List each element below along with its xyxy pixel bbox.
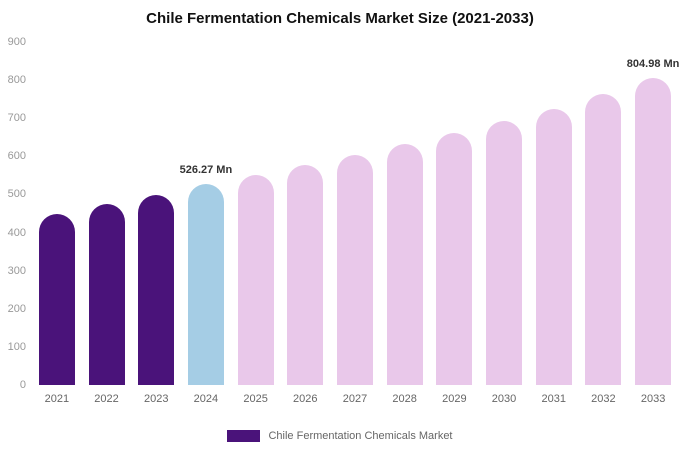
y-tick-label: 100 — [7, 340, 26, 353]
bar-column-2025: 2025 — [231, 42, 281, 405]
bar-column-2021: 2021 — [32, 42, 82, 405]
chart-title: Chile Fermentation Chemicals Market Size… — [146, 10, 534, 27]
legend: Chile Fermentation Chemicals Market — [0, 430, 680, 442]
y-tick-label: 600 — [7, 150, 26, 163]
legend-label: Chile Fermentation Chemicals Market — [268, 430, 453, 442]
bar-column-2028: 2028 — [380, 42, 430, 405]
bar-column-2022: 2022 — [82, 42, 132, 405]
y-tick-label: 400 — [7, 226, 26, 239]
bar-column-2031: 2031 — [529, 42, 579, 405]
bar-2033 — [635, 78, 672, 385]
legend-swatch — [227, 430, 261, 442]
bar-2030 — [486, 121, 523, 385]
x-tick-label-2025: 2025 — [243, 393, 268, 405]
y-tick-label: 500 — [7, 188, 26, 201]
bar-2027 — [336, 154, 373, 385]
bar-column-2030: 2030 — [479, 42, 529, 405]
x-tick-label-2022: 2022 — [94, 393, 119, 405]
bar-2021 — [38, 213, 75, 385]
x-tick-label-2032: 2032 — [591, 393, 616, 405]
bar-value-label-2024: 526.27 Mn — [179, 164, 233, 177]
x-tick-label-2029: 2029 — [442, 393, 467, 405]
plot-area: 2021 2022 2023 526.27 Mn 2024 2025 2026 2027 202… — [32, 42, 680, 405]
bar-2025 — [237, 175, 274, 385]
bar-2032 — [585, 94, 622, 385]
bar-2029 — [436, 133, 473, 385]
x-tick-label-2028: 2028 — [392, 393, 417, 405]
bar-column-2026: 2026 — [280, 42, 330, 405]
bar-value-label-2033: 804.98 Mn — [626, 58, 680, 71]
y-tick-label: 800 — [7, 74, 26, 87]
bar-2022 — [88, 204, 125, 385]
bar-2026 — [287, 165, 324, 385]
y-tick-label: 900 — [7, 36, 26, 48]
bar-column-2027: 2027 — [330, 42, 380, 405]
x-tick-label-2031: 2031 — [541, 393, 566, 405]
bar-column-2024: 526.27 Mn 2024 — [179, 42, 233, 405]
x-tick-label-2033: 2033 — [640, 393, 666, 405]
bar-column-2033: 804.98 Mn 2033 — [626, 42, 680, 405]
bar-column-2029: 2029 — [430, 42, 480, 405]
x-tick-label-2021: 2021 — [44, 393, 70, 405]
y-tick-label: 0 — [19, 379, 26, 391]
bar-2024 — [187, 184, 224, 385]
x-tick-label-2023: 2023 — [143, 393, 169, 405]
y-tick-label: 300 — [7, 264, 26, 277]
x-tick-label-2024: 2024 — [193, 393, 219, 405]
bar-2023 — [138, 194, 175, 385]
x-tick-label-2027: 2027 — [342, 393, 368, 405]
x-tick-label-2026: 2026 — [293, 393, 318, 405]
y-tick-label: 200 — [7, 302, 26, 315]
bar-2028 — [386, 144, 423, 385]
bar-column-2023: 2023 — [131, 42, 181, 405]
bar-2031 — [535, 109, 572, 385]
y-axis: 0 100 200 300 400 500 600 700 800 900 — [0, 36, 26, 391]
y-tick-label: 700 — [7, 112, 26, 125]
x-tick-label-2030: 2030 — [491, 393, 517, 405]
bar-column-2032: 2032 — [579, 42, 629, 405]
